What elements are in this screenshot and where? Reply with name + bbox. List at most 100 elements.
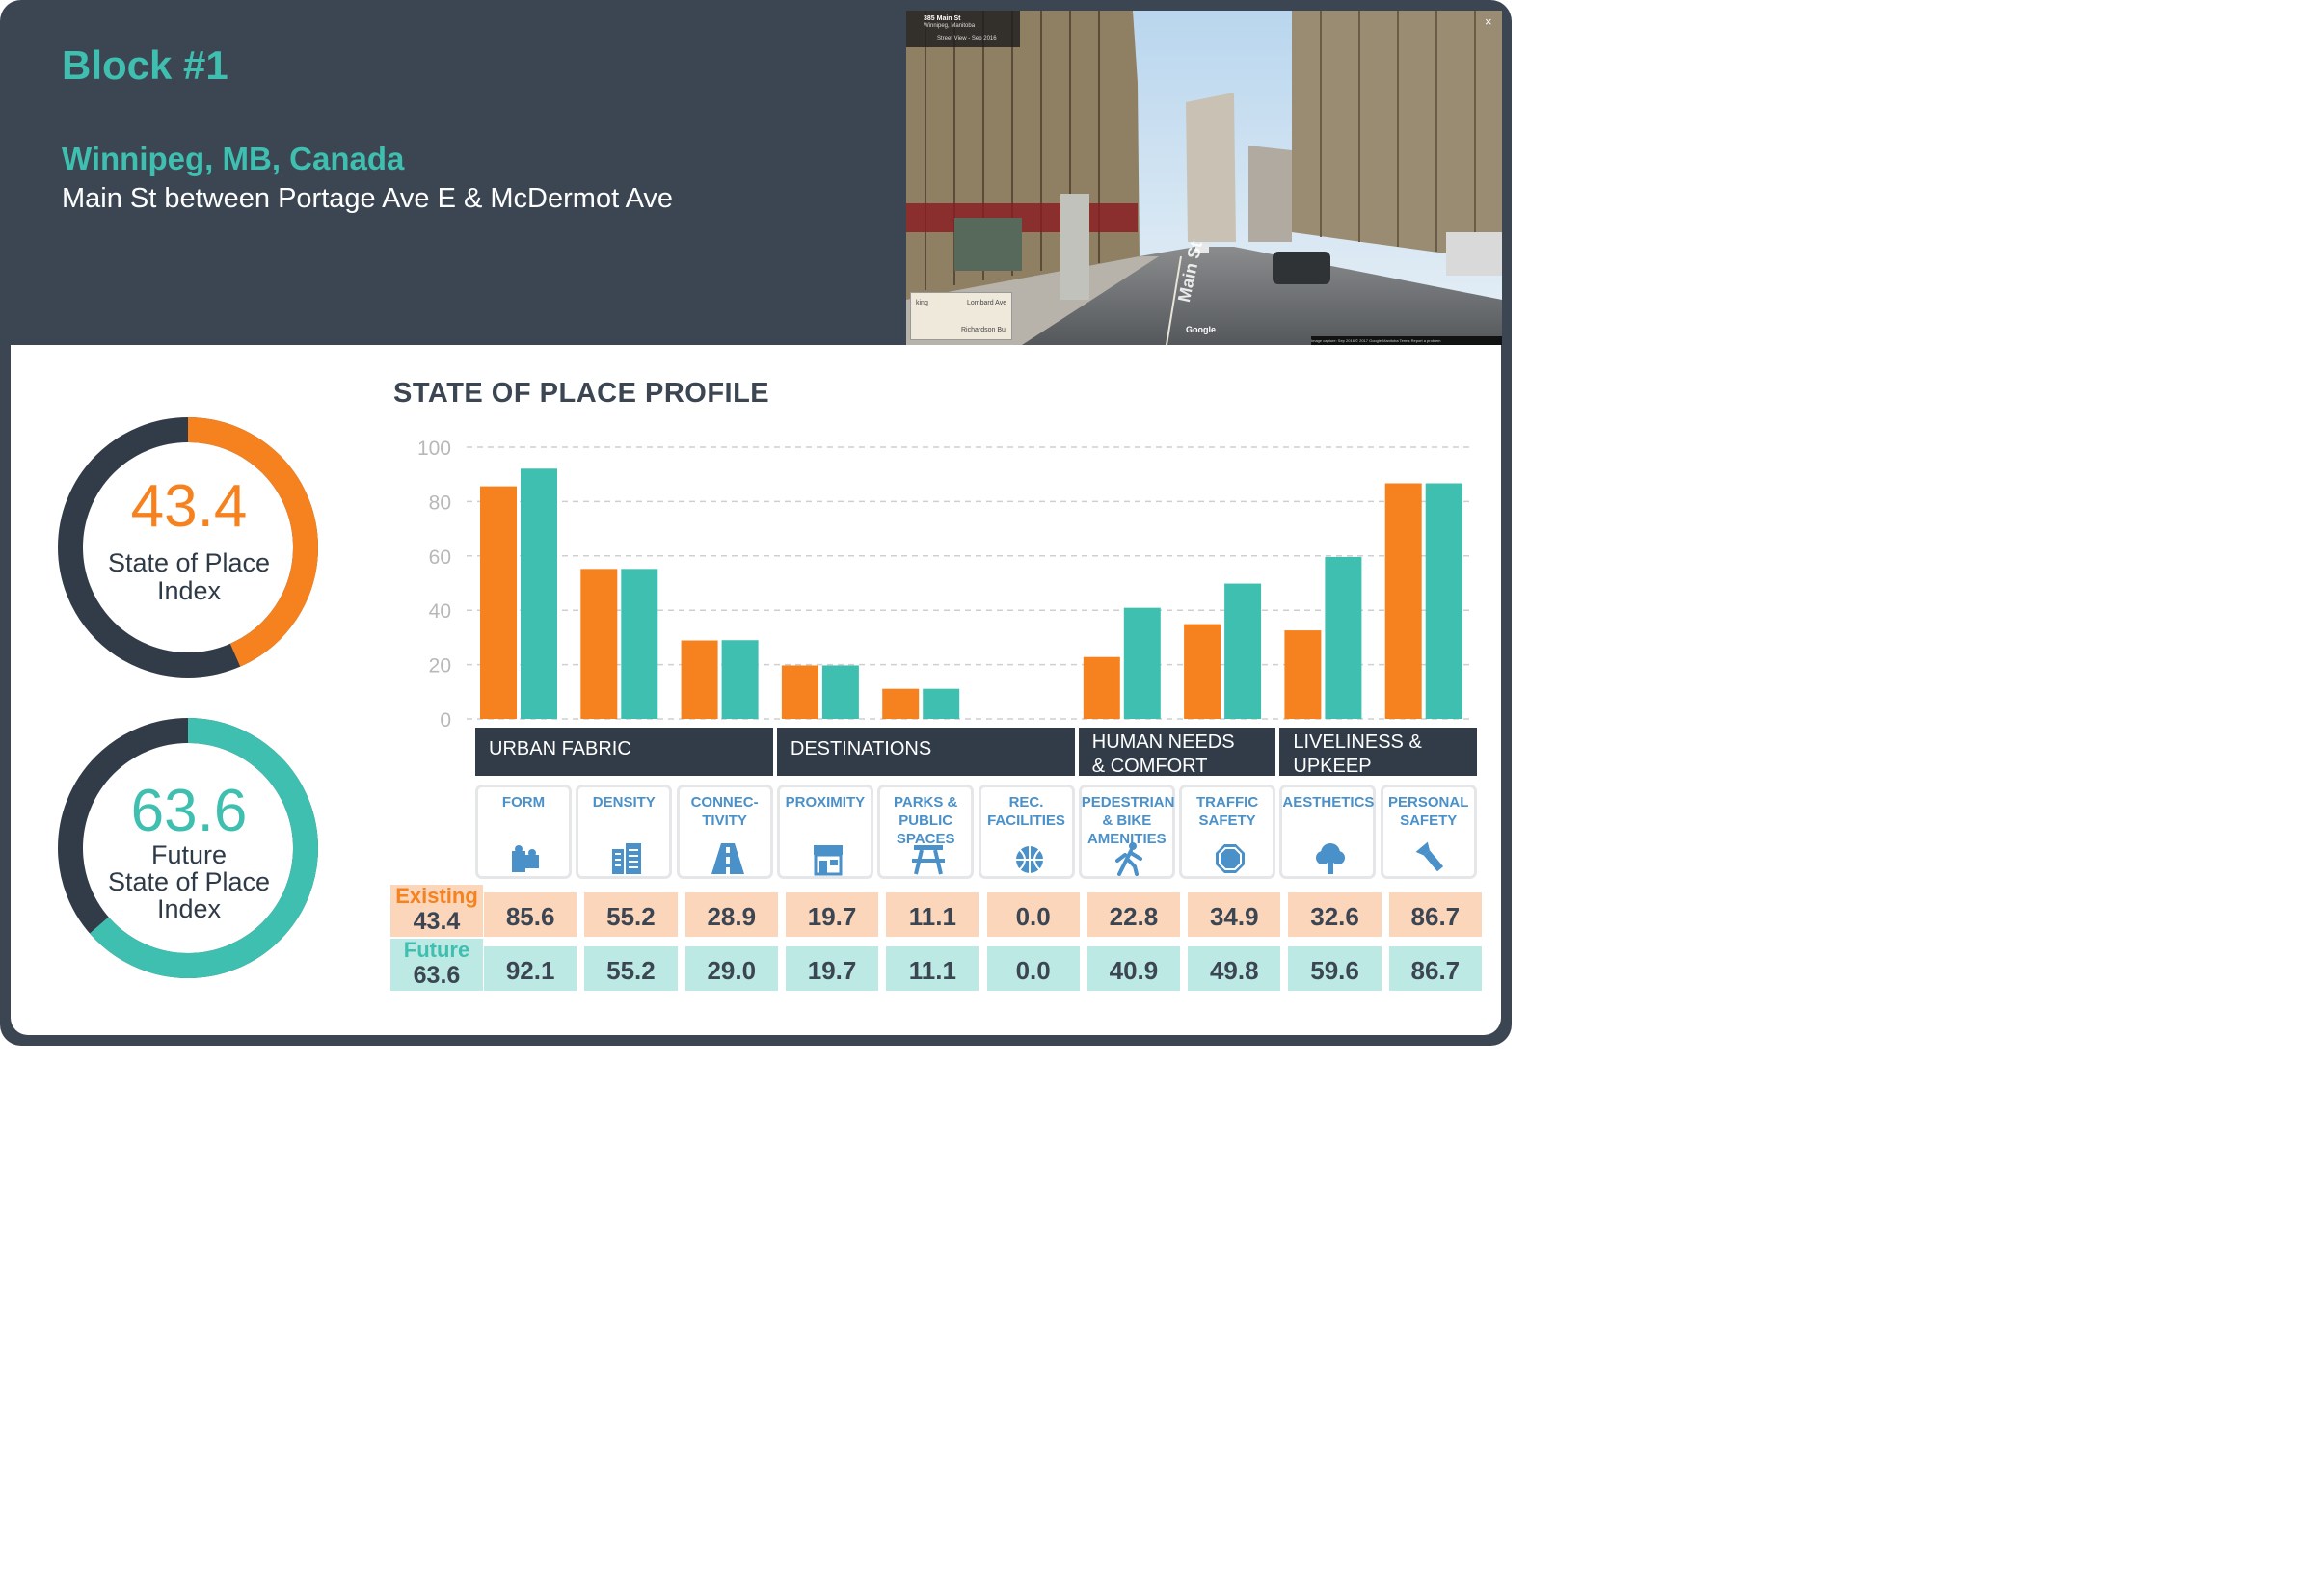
category-group: HUMAN NEEDS & COMFORT xyxy=(1078,728,1276,777)
indicator-label: FORM xyxy=(501,794,546,811)
mini-map-label: Richardson Bu xyxy=(961,327,1006,333)
future-row-tag: Future 63.6 xyxy=(390,939,483,991)
existing-value-cell: 22.8 xyxy=(1086,892,1181,937)
bar-existing xyxy=(781,665,818,719)
y-tick-label: 100 xyxy=(417,438,451,460)
indicator-card[interactable]: DENSITY xyxy=(576,785,673,879)
future-value-cell: 40.9 xyxy=(1086,946,1181,991)
indicator-card[interactable]: CONNEC- TIVITY xyxy=(676,785,773,881)
indicator-card[interactable]: PARKS & PUBLIC SPACES xyxy=(877,785,975,879)
future-value-cell: 11.1 xyxy=(886,946,979,991)
bar-future xyxy=(821,665,859,719)
mini-map-label: Lombard Ave xyxy=(967,300,1007,306)
bar-existing xyxy=(1083,656,1120,719)
indicator-label: PERSONAL SAFETY xyxy=(1388,794,1469,829)
future-row-name: Future xyxy=(403,938,470,962)
street-subtitle: Main St between Portage Ave E & McDermot… xyxy=(62,183,674,214)
photo-city: Winnipeg, Manitoba xyxy=(924,23,976,29)
bar-future xyxy=(621,569,658,719)
future-index-ring xyxy=(58,718,318,978)
existing-row-value: 43.4 xyxy=(413,908,461,935)
existing-value-cell: 28.9 xyxy=(684,892,778,937)
existing-row-name: Existing xyxy=(395,884,478,908)
existing-value-cell: 34.9 xyxy=(1188,892,1281,937)
future-value-cell: 86.7 xyxy=(1388,946,1482,991)
future-index-label-1: Future xyxy=(150,840,228,869)
bar-existing xyxy=(1384,483,1422,719)
google-logo: Google xyxy=(1186,325,1216,334)
y-tick-label: 60 xyxy=(429,546,451,569)
indicator-label: TRAFFIC SAFETY xyxy=(1196,794,1259,829)
indicator-card[interactable]: FORM xyxy=(475,785,572,879)
future-index-value: 63.6 xyxy=(130,778,248,844)
indicator-label: REC. FACILITIES xyxy=(987,794,1065,829)
road-icon xyxy=(711,841,745,881)
existing-row-tag: Existing 43.4 xyxy=(390,885,483,937)
street-view-photo[interactable]: 385 Main St Winnipeg, Manitoba Street Vi… xyxy=(906,11,1502,345)
bar-future xyxy=(721,640,759,719)
bar-existing xyxy=(882,688,920,719)
existing-value-cell: 86.7 xyxy=(1388,892,1482,937)
bar-existing xyxy=(1284,630,1322,719)
photo-street-view-date[interactable]: Street View - Sep 2016 xyxy=(937,36,997,41)
existing-value-cell: 32.6 xyxy=(1288,892,1382,937)
existing-value-cell: 11.1 xyxy=(886,892,979,937)
puzzle-icon xyxy=(509,841,544,881)
category-group: LIVELINESS & UPKEEP xyxy=(1279,728,1477,777)
y-tick-label: 40 xyxy=(429,600,451,623)
bar-existing xyxy=(480,486,517,719)
mini-map[interactable]: king Lombard Ave Richardson Bu xyxy=(910,292,1012,340)
future-index-label-2: State of Place xyxy=(107,867,271,896)
bar-existing xyxy=(1184,624,1221,719)
bar-future xyxy=(1425,483,1462,719)
bar-existing xyxy=(681,640,718,719)
existing-index-value: 43.4 xyxy=(130,473,248,540)
future-value-cell: 49.8 xyxy=(1188,946,1281,991)
future-value-cell: 59.6 xyxy=(1288,946,1382,991)
indicator-card[interactable]: AESTHETICS xyxy=(1279,785,1377,881)
future-value-cell: 19.7 xyxy=(785,946,879,991)
photo-footer: Image capture: Sep 2016 © 2017 Google Ma… xyxy=(1311,336,1502,345)
mini-map-label: king xyxy=(916,300,928,306)
indicator-card[interactable]: PEDESTRIAN & BIKE AMENITIES xyxy=(1078,785,1175,881)
indicator-label: PROXIMITY xyxy=(785,794,866,811)
indicator-label: PEDESTRIAN & BIKE AMENITIES xyxy=(1081,794,1175,847)
existing-index-label-1: State of Place xyxy=(107,548,271,577)
bar-chart: 0 20 40 60 80 100 xyxy=(417,438,1473,732)
bar-future xyxy=(1123,607,1161,719)
tree-icon xyxy=(1313,841,1348,881)
photo-info-box: 385 Main St Winnipeg, Manitoba Street Vi… xyxy=(906,11,1020,47)
existing-value-cell: 0.0 xyxy=(986,892,1080,937)
ring-progress xyxy=(58,417,318,678)
existing-value-cell: 85.6 xyxy=(484,892,577,937)
indicator-label: DENSITY xyxy=(592,794,656,811)
existing-index-ring xyxy=(58,417,318,678)
bar-existing xyxy=(580,569,618,719)
bar-future xyxy=(1224,583,1262,719)
future-value-cell: 55.2 xyxy=(584,946,678,991)
basketball-icon xyxy=(1012,841,1047,881)
category-group: DESTINATIONS xyxy=(776,728,1075,776)
stop-sign-icon xyxy=(1213,841,1247,881)
storefront-icon xyxy=(811,841,845,881)
future-index-label-3: Index xyxy=(156,894,222,923)
city-title: Winnipeg, MB, Canada xyxy=(62,141,405,176)
future-value-cell: 0.0 xyxy=(986,946,1080,991)
index-rings xyxy=(58,417,318,978)
indicator-label: AESTHETICS xyxy=(1282,794,1375,811)
existing-value-cell: 55.2 xyxy=(584,892,678,937)
category-group: URBAN FABRIC xyxy=(475,728,773,776)
chart-title: STATE OF PLACE PROFILE xyxy=(393,378,770,409)
close-icon[interactable]: × xyxy=(1485,14,1492,29)
walking-person-icon xyxy=(1113,841,1147,881)
existing-value-cell: 19.7 xyxy=(785,892,879,937)
y-tick-label: 80 xyxy=(429,492,451,514)
indicator-card[interactable]: PERSONAL SAFETY xyxy=(1380,785,1477,881)
indicator-card[interactable]: REC. FACILITIES xyxy=(978,785,1075,881)
existing-index-label-2: Index xyxy=(156,576,222,605)
indicator-card[interactable]: TRAFFIC SAFETY xyxy=(1179,785,1276,881)
indicator-card[interactable]: PROXIMITY xyxy=(776,785,873,881)
indicator-label: PARKS & PUBLIC SPACES xyxy=(893,794,958,847)
y-tick-label: 20 xyxy=(429,655,451,678)
flashlight-icon xyxy=(1414,841,1449,881)
